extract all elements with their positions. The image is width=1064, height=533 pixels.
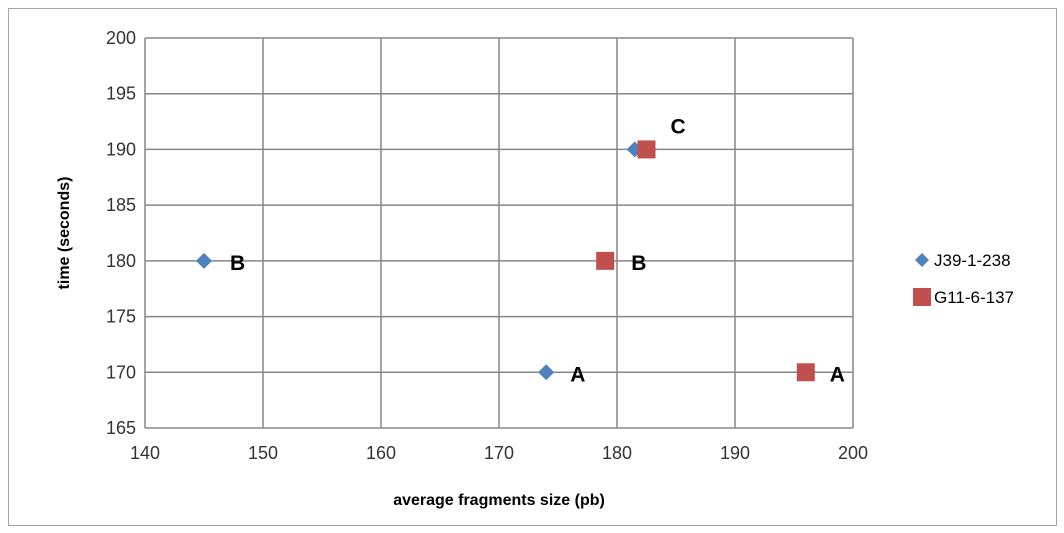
square-point (637, 140, 656, 159)
x-tick-label: 190 (720, 443, 750, 463)
y-tick-label: 170 (106, 362, 136, 382)
data-points (196, 140, 815, 382)
square-point (796, 363, 815, 382)
x-tick-label: 170 (484, 443, 514, 463)
point-label: B (631, 252, 646, 275)
x-tick-label: 140 (130, 443, 160, 463)
tick-labels: 140 150 160 170 180 190 200 165 170 175 180 185 190 1… (106, 28, 868, 463)
y-tick-label: 190 (106, 139, 136, 159)
y-tick-label: 185 (106, 195, 136, 215)
legend: J39-1-238 G11-6-137 (913, 251, 1014, 307)
x-tick-label: 200 (838, 443, 868, 463)
legend-entry-label: J39-1-238 (934, 251, 1011, 270)
diamond-point (196, 252, 212, 269)
point-labels: A B A B C (230, 115, 845, 386)
legend-entry-label: G11-6-137 (934, 288, 1014, 307)
point-label: A (570, 363, 585, 386)
y-tick-label: 175 (106, 307, 136, 327)
x-tick-label: 160 (366, 443, 396, 463)
x-tick-label: 150 (248, 443, 278, 463)
y-axis-title: time (seconds) (56, 177, 73, 290)
grid (144, 37, 854, 429)
point-label: C (671, 115, 686, 138)
point-label: A (830, 363, 845, 386)
square-point (596, 251, 615, 270)
y-tick-label: 165 (106, 418, 136, 438)
point-label: B (230, 252, 245, 275)
y-tick-label: 180 (106, 251, 136, 271)
y-tick-label: 195 (106, 84, 136, 104)
x-tick-label: 180 (602, 443, 632, 463)
y-tick-label: 200 (106, 28, 136, 48)
x-axis-title: average fragments size (pb) (393, 492, 605, 509)
legend-diamond-icon (915, 253, 929, 267)
legend-square-icon (913, 288, 931, 306)
diamond-point (538, 364, 555, 381)
